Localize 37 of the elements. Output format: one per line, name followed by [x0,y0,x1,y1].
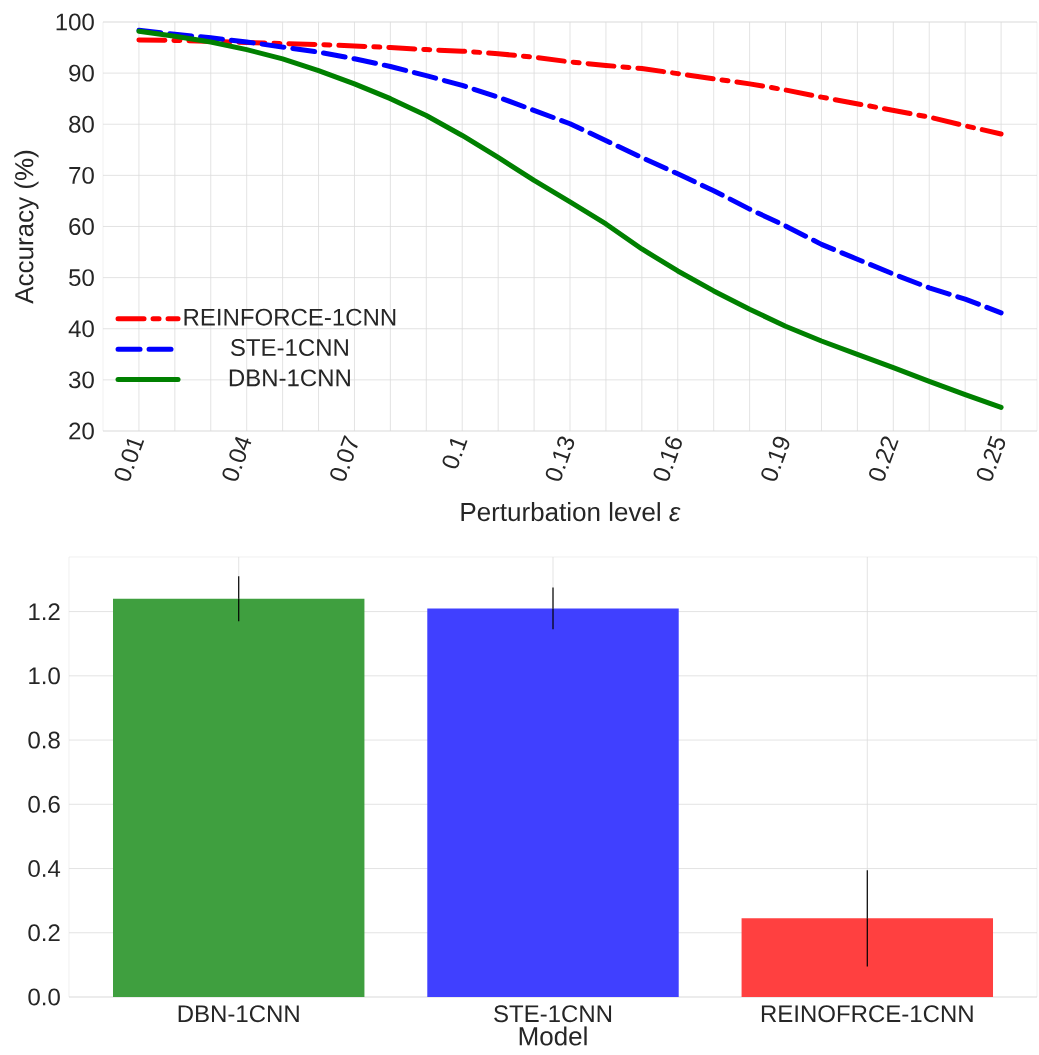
y-tick-label: 1.2 [29,603,60,620]
y-tick-label: 0.2 [28,924,60,942]
x-tick-label: STE-1CNN [494,1005,612,1023]
x-tick-label: 0.25 [976,435,1006,481]
y-tick-label: 0.6 [28,795,60,813]
bar [741,918,994,997]
x-tick-label: 0.1 [442,438,468,469]
y-tick-label: 60 [69,218,94,235]
y-tick-label: 0.0 [28,988,60,1006]
y-tick-label: 0.4 [28,860,61,878]
bar [113,598,365,997]
x-tick-label: 0.16 [653,436,682,481]
legend-label: STE-1CNN [230,339,348,357]
x-tick-label: 0.01 [114,438,145,481]
y-tick-label: 30 [69,371,94,389]
x-axis-title: Perturbation level ε [461,502,681,522]
x-tick-label: DBN-1CNN [178,1005,299,1023]
y-axis-title: Accuracy (%) [14,150,39,304]
x-tick-label: 0.04 [222,436,252,481]
x-tick-label: REINOFRCE-1CNN [761,1005,973,1023]
y-tick-label: 90 [69,64,94,82]
x-axis-title: Model [519,1026,587,1046]
bar [427,608,679,997]
y-tick-label: 1.0 [29,667,60,685]
legend-label: REINFORCE-1CNN [184,308,396,326]
x-tick-label: 0.13 [545,436,575,481]
y-tick-label: 80 [69,115,94,133]
y-tick-label: 70 [69,166,94,184]
x-tick-label: 0.19 [761,436,790,481]
y-tick-label: 0.8 [28,731,60,749]
y-tick-label: 20 [69,422,94,440]
legend-label: DBN-1CNN [229,369,350,387]
y-tick-label: 50 [69,269,94,287]
x-tick-label: 0.22 [869,436,899,481]
y-tick-label: 100 [56,13,94,31]
y-tick-label: 40 [68,320,94,338]
x-tick-label: 0.07 [330,435,358,481]
